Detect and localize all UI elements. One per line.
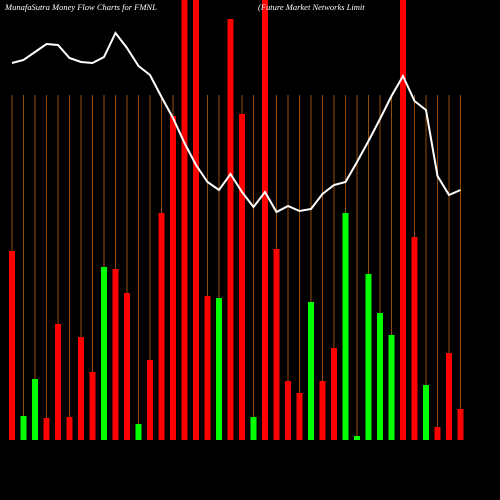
bar [331,348,337,440]
bar [273,249,280,440]
bar [250,417,257,440]
bar [446,353,452,440]
bar [78,337,84,440]
bar [434,427,441,440]
bar [354,436,360,440]
bars [9,0,464,440]
bar [181,0,188,440]
line [11,31,461,214]
bar [423,385,429,440]
bar [227,19,234,440]
bar [457,409,464,440]
bar [285,381,291,440]
chart-title: MunafaSutra Money Flow Charts for FMNL [4,2,157,12]
bar [147,360,153,440]
bar [365,274,372,440]
bar [216,298,222,440]
bar [308,302,314,440]
bar [400,0,406,440]
bar [20,416,27,440]
bar [377,313,383,440]
bar [319,381,326,440]
bar [262,0,268,440]
bar [296,393,303,440]
bar [32,379,38,440]
bar [158,213,165,440]
bar [112,269,119,440]
bar [101,267,107,440]
bar [388,335,395,440]
bar [9,251,15,440]
bar [193,0,199,440]
bar [411,237,418,440]
bar [124,293,130,440]
bar [239,114,245,440]
chart-subtitle: (Future Market Networks Limit [258,2,365,12]
bar [89,372,96,440]
bar [66,417,73,440]
bar [170,116,176,440]
bar [342,213,349,440]
bar [135,424,142,440]
bar [43,418,50,440]
bar [55,324,61,440]
bar [204,296,211,440]
lines [11,31,461,214]
